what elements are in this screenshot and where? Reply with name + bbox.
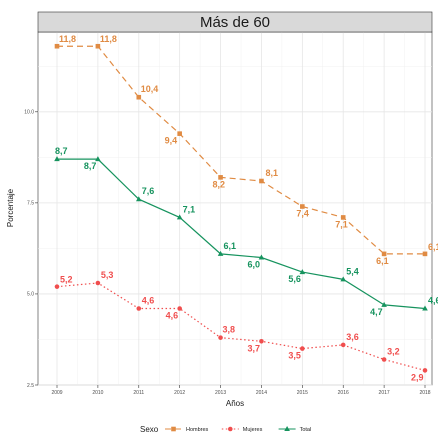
data-label-hombres: 8,1 — [265, 168, 278, 178]
data-point-total — [135, 196, 142, 202]
data-point-hombres — [300, 204, 305, 209]
series-line-total — [57, 158, 426, 310]
data-point-hombres — [422, 251, 428, 257]
data-label-mujeres: 5,3 — [101, 270, 114, 280]
data-label-hombres: 11,8 — [59, 34, 76, 44]
legend: Sexo Hombres Mujeres Total — [140, 425, 311, 434]
legend-key-marker-mujeres — [228, 426, 233, 432]
x-tick-label: 2012 — [174, 390, 185, 396]
data-label-total: 6,0 — [247, 260, 260, 270]
data-point-hombres — [177, 131, 182, 136]
data-label-mujeres: 4,6 — [142, 296, 155, 306]
x-tick-label: 2016 — [338, 390, 349, 396]
facet-strip — [37, 11, 433, 33]
data-label-mujeres: 3,5 — [288, 351, 301, 361]
y-tick-label: 10.0 — [24, 110, 34, 116]
y-tick-label: 7.5 — [27, 201, 34, 207]
data-label-mujeres: 5,2 — [60, 275, 73, 285]
x-tick-label: 2013 — [215, 390, 226, 396]
data-label-hombres: 6,1 — [428, 242, 438, 252]
data-point-total — [299, 269, 306, 275]
y-tick-label: 5.0 — [27, 292, 34, 298]
plot-panel — [37, 31, 433, 386]
data-point-total — [95, 156, 101, 162]
data-label-total: 8,7 — [84, 161, 97, 171]
data-point-hombres — [218, 175, 223, 180]
data-point-mujeres — [177, 306, 182, 311]
legend-key-marker-hombres — [171, 426, 176, 432]
data-label-hombres: 11,8 — [100, 34, 117, 44]
data-label-hombres: 7,1 — [335, 219, 348, 229]
series-line-mujeres — [56, 282, 426, 372]
x-tick-label: 2009 — [51, 390, 62, 396]
chart-title: Más de 60 — [200, 14, 270, 31]
data-point-total — [217, 250, 224, 256]
data-label-total: 7,6 — [142, 186, 155, 196]
x-tick-label: 2018 — [419, 390, 430, 396]
data-label-total: 5,4 — [346, 266, 359, 276]
data-point-hombres — [95, 43, 101, 49]
data-point-mujeres — [422, 368, 428, 373]
data-label-total: 5,6 — [288, 274, 301, 284]
data-label-mujeres: 3,6 — [346, 332, 359, 342]
data-label-mujeres: 3,8 — [223, 325, 236, 335]
x-tick-label: 2010 — [92, 390, 103, 396]
y-tick-label: 2.5 — [27, 383, 34, 389]
data-label-total: 4,7 — [370, 307, 383, 317]
data-point-total — [54, 156, 60, 162]
data-point-hombres — [340, 215, 346, 220]
series-line-hombres — [57, 45, 425, 255]
x-tick-label: 2011 — [133, 390, 144, 396]
data-point-hombres — [136, 94, 142, 100]
x-tick-label: 2014 — [256, 390, 267, 396]
data-point-mujeres — [136, 306, 142, 311]
data-point-mujeres — [300, 346, 305, 351]
data-point-total — [176, 214, 183, 220]
data-point-mujeres — [218, 335, 223, 340]
data-point-mujeres — [259, 338, 264, 344]
data-point-total — [258, 254, 265, 260]
data-label-total: 7,1 — [183, 204, 196, 214]
x-axis-title: Años — [226, 399, 244, 408]
legend-label-mujeres: Mujeres — [243, 427, 263, 433]
data-point-total — [422, 305, 428, 311]
data-point-total — [340, 276, 347, 282]
data-label-mujeres: 2,9 — [411, 372, 424, 382]
data-label-total: 4,6 — [428, 296, 438, 306]
y-axis-title: Porcentaje — [6, 188, 15, 227]
legend-title: Sexo — [140, 425, 159, 434]
data-point-hombres — [381, 251, 387, 257]
data-label-hombres: 6,1 — [376, 256, 389, 266]
data-point-mujeres — [381, 357, 387, 362]
data-label-total: 6,1 — [224, 241, 237, 251]
data-label-total: 8,7 — [55, 146, 68, 156]
legend-label-hombres: Hombres — [186, 427, 209, 433]
data-label-mujeres: 4,6 — [166, 311, 179, 321]
data-point-mujeres — [54, 284, 60, 289]
legend-label-total: Total — [300, 427, 312, 433]
x-tick-label: 2015 — [297, 390, 308, 396]
data-label-hombres: 10,4 — [141, 84, 159, 94]
data-point-hombres — [259, 178, 264, 184]
data-point-total — [381, 301, 387, 307]
data-label-hombres: 7,4 — [296, 209, 309, 219]
data-label-hombres: 9,4 — [165, 136, 178, 146]
data-point-mujeres — [340, 342, 346, 348]
data-point-hombres — [54, 43, 60, 49]
legend-key-marker-total — [284, 426, 290, 431]
data-label-hombres: 8,2 — [213, 179, 226, 189]
data-label-mujeres: 3,7 — [247, 343, 260, 353]
x-tick-label: 2017 — [379, 390, 390, 396]
data-point-mujeres — [95, 280, 101, 286]
data-label-mujeres: 3,2 — [387, 347, 400, 357]
